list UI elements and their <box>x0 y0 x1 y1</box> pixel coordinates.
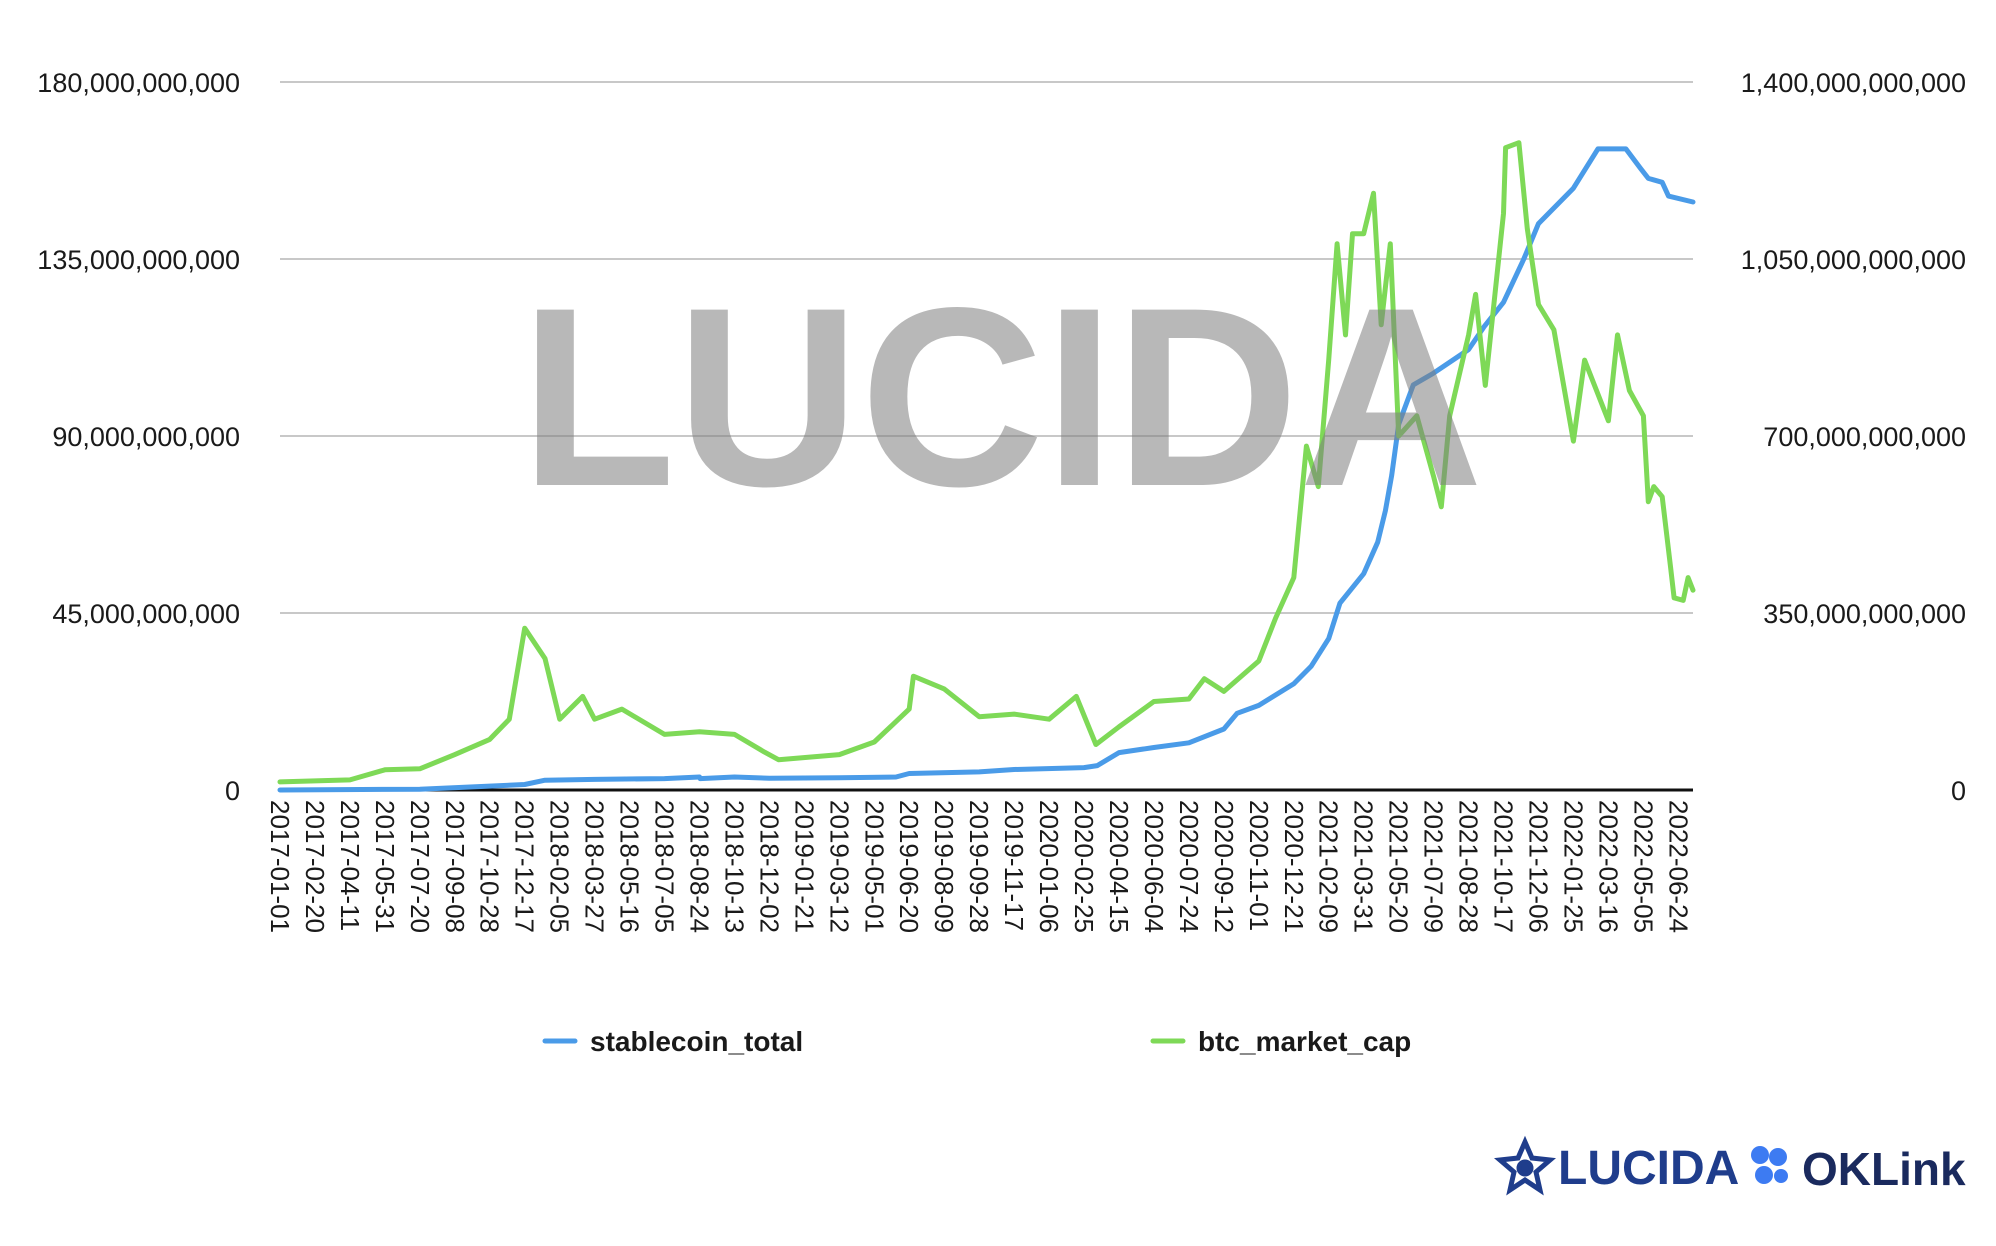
x-tick-label: 2017-07-20 <box>405 800 435 933</box>
legend-label-stablecoin: stablecoin_total <box>590 1026 803 1057</box>
x-tick-label: 2019-05-01 <box>859 800 889 933</box>
x-tick-label: 2018-10-13 <box>719 800 749 933</box>
x-tick-label: 2020-04-15 <box>1104 800 1134 933</box>
x-tick-label: 2021-03-31 <box>1349 800 1379 933</box>
y-left-tick-label: 0 <box>225 776 240 806</box>
x-tick-label: 2020-01-06 <box>1034 800 1064 933</box>
x-tick-label: 2017-10-28 <box>475 800 505 933</box>
legend: stablecoin_total btc_market_cap <box>542 1026 1411 1057</box>
watermark-text: LUCIDA <box>520 255 1483 540</box>
legend-label-btc: btc_market_cap <box>1198 1026 1411 1057</box>
x-tick-label: 2020-09-12 <box>1209 800 1239 933</box>
y-left-tick-label: 90,000,000,000 <box>52 422 240 452</box>
x-tick-label: 2022-06-24 <box>1663 800 1693 933</box>
y-left-tick-label: 135,000,000,000 <box>37 245 240 275</box>
oklink-logo: OKLink <box>1751 1143 1966 1195</box>
x-tick-label: 2018-02-05 <box>545 800 575 933</box>
x-tick-label: 2021-10-17 <box>1489 800 1519 933</box>
left-axis: 0 45,000,000,000 90,000,000,000 135,000,000… <box>37 68 240 806</box>
x-axis: 2017-01-01 2017-02-20 2017-04-11 2017-05-31… <box>265 800 1693 933</box>
x-tick-label: 2019-08-09 <box>929 800 959 933</box>
lucida-star-icon <box>1494 1135 1556 1196</box>
x-tick-label: 2022-03-16 <box>1593 800 1623 933</box>
x-tick-label: 2017-09-08 <box>440 800 470 933</box>
x-tick-label: 2019-11-17 <box>999 800 1029 931</box>
x-tick-label: 2018-08-24 <box>684 800 714 933</box>
x-tick-label: 2019-03-12 <box>824 800 854 933</box>
x-tick-label: 2021-05-20 <box>1384 800 1414 933</box>
x-tick-label: 2022-05-05 <box>1628 800 1658 933</box>
x-tick-label: 2019-01-21 <box>789 800 819 933</box>
x-tick-label: 2022-01-25 <box>1558 800 1588 933</box>
oklink-logo-text: OKLink <box>1802 1143 1966 1195</box>
lucida-logo-text: LUCIDA <box>1558 1142 1739 1195</box>
oklink-dots-icon <box>1751 1146 1788 1184</box>
x-tick-label: 2020-07-24 <box>1174 800 1204 933</box>
x-tick-label: 2021-02-09 <box>1314 800 1344 933</box>
y-right-tick-label: 700,000,000,000 <box>1763 422 1966 452</box>
series-lines <box>277 140 1696 793</box>
x-tick-label: 2021-12-06 <box>1523 800 1553 933</box>
x-tick-label: 2017-02-20 <box>300 800 330 933</box>
x-tick-label: 2020-12-21 <box>1279 800 1309 933</box>
y-right-tick-label: 0 <box>1951 776 1966 806</box>
y-right-tick-label: 1,400,000,000,000 <box>1741 68 1966 98</box>
right-axis: 0 350,000,000,000 700,000,000,000 1,050,000… <box>1741 68 1966 806</box>
x-tick-label: 2020-11-01 <box>1244 800 1274 931</box>
x-tick-label: 2018-07-05 <box>650 800 680 933</box>
series-line-stablecoin-total <box>277 146 1696 793</box>
x-tick-label: 2017-04-11 <box>335 800 365 931</box>
x-tick-label: 2020-06-04 <box>1139 800 1169 933</box>
lucida-logo: LUCIDA <box>1494 1135 1739 1196</box>
y-right-tick-label: 1,050,000,000,000 <box>1741 245 1966 275</box>
x-tick-label: 2020-02-25 <box>1069 800 1099 933</box>
series-line-btc-market-cap <box>277 140 1696 785</box>
x-tick-label: 2021-08-28 <box>1454 800 1484 933</box>
y-left-tick-label: 180,000,000,000 <box>37 68 240 98</box>
x-tick-label: 2017-01-01 <box>265 800 295 933</box>
x-tick-label: 2021-07-09 <box>1419 800 1449 933</box>
y-right-tick-label: 350,000,000,000 <box>1763 599 1966 629</box>
gridlines <box>280 81 1693 792</box>
x-tick-label: 2018-03-27 <box>580 800 610 933</box>
x-tick-label: 2017-05-31 <box>370 800 400 933</box>
x-tick-label: 2019-09-28 <box>964 800 994 933</box>
y-left-tick-label: 45,000,000,000 <box>52 599 240 629</box>
x-tick-label: 2019-06-20 <box>894 800 924 933</box>
x-tick-label: 2018-12-02 <box>754 800 784 933</box>
x-tick-label: 2018-05-16 <box>615 800 645 933</box>
x-tick-label: 2017-12-17 <box>510 800 540 933</box>
